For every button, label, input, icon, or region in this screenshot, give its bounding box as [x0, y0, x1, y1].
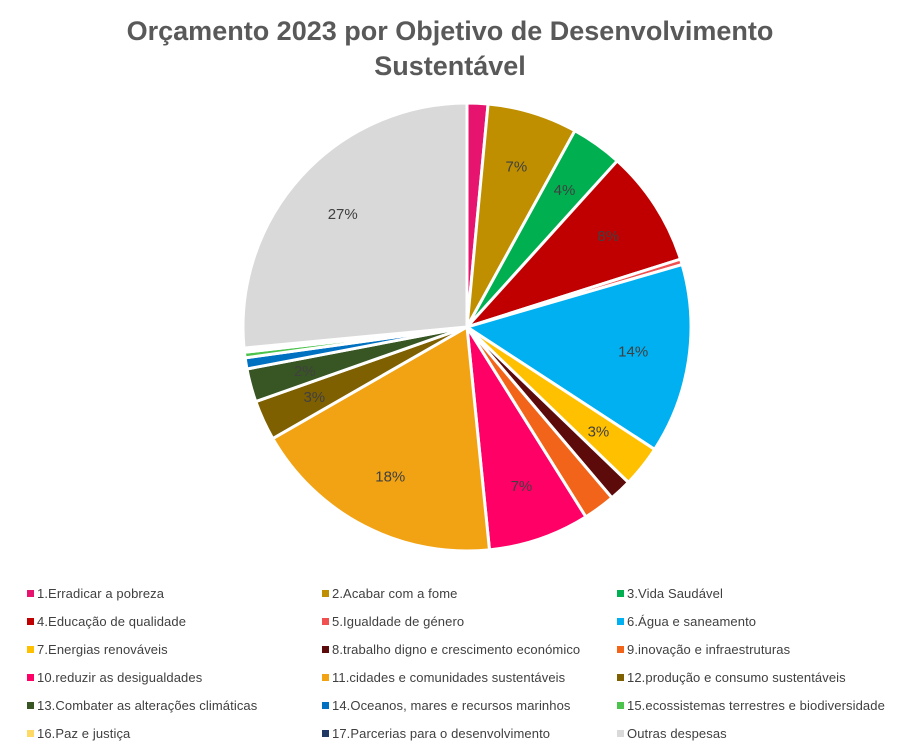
legend-label: 7.Energias renováveis — [37, 641, 168, 657]
legend-swatch — [617, 729, 624, 737]
legend-item-1: 1.Erradicar a pobreza — [27, 582, 322, 604]
data-label-10: 7% — [511, 478, 533, 495]
legend: 1.Erradicar a pobreza 2.Acabar com a fome… — [27, 582, 900, 744]
legend-swatch — [27, 645, 34, 653]
data-label-6: 14% — [618, 344, 648, 361]
legend-label: Outras despesas — [627, 725, 727, 741]
legend-label: 16.Paz e justiça — [37, 725, 131, 741]
legend-label: 4.Educação de qualidade — [37, 613, 187, 629]
chart-title: Orçamento 2023 por Objetivo de Desenvolv… — [126, 16, 774, 81]
legend-item-3: 3.Vida Saudável — [617, 582, 900, 604]
legend-swatch — [322, 617, 329, 625]
data-label-3: 4% — [554, 182, 576, 199]
legend-label: 6.Água e saneamento — [627, 613, 757, 629]
legend-swatch — [27, 729, 34, 737]
data-label-18: 27% — [328, 206, 358, 223]
pie-slice-4 — [465, 159, 682, 329]
legend-swatch — [322, 673, 329, 681]
legend-label: 17.Parcerias para o desenvolvimento — [332, 725, 551, 741]
legend-label: 10.reduzir as desigualdades — [37, 669, 203, 685]
legend-label: 11.cidades e comunidades sustentáveis — [332, 669, 566, 685]
pie-chart: 7% 4% 8% 14% 3% 7% 18% 3% 2% 27% — [241, 101, 693, 553]
pie-slice-10 — [465, 325, 588, 552]
legend-swatch — [27, 617, 34, 625]
legend-swatch — [617, 645, 624, 653]
legend-item-2: 2.Acabar com a fome — [322, 582, 617, 604]
pie-slices — [241, 101, 693, 553]
legend-swatch — [617, 673, 624, 681]
legend-item-14: 14.Oceanos, mares e recursos marinhos — [322, 694, 617, 716]
legend-label: 13.Combater as alterações climáticas — [37, 697, 258, 713]
legend-label: 15.ecossistemas terrestres e biodiversid… — [627, 697, 885, 713]
data-label-7: 3% — [588, 424, 610, 441]
data-label-4: 8% — [597, 228, 619, 245]
legend-item-7: 7.Energias renováveis — [27, 638, 322, 660]
legend-swatch — [322, 645, 329, 653]
legend-label: 9.inovação e infraestruturas — [627, 641, 791, 657]
legend-item-5: 5.Igualdade de género — [322, 610, 617, 632]
legend-swatch — [27, 673, 34, 681]
legend-item-11: 11.cidades e comunidades sustentáveis — [322, 666, 617, 688]
data-label-11: 18% — [375, 468, 405, 485]
pie-data-labels: 7% 4% 8% 14% 3% 7% 18% 3% 2% 27% — [294, 158, 648, 495]
legend-swatch — [27, 589, 34, 597]
legend-item-12: 12.produção e consumo sustentáveis — [617, 666, 900, 688]
legend-item-18: Outras despesas — [617, 722, 900, 744]
legend-swatch — [322, 729, 329, 737]
legend-item-16: 16.Paz e justiça — [27, 722, 322, 744]
legend-swatch — [617, 589, 624, 597]
legend-swatch — [322, 589, 329, 597]
legend-label: 14.Oceanos, mares e recursos marinhos — [332, 697, 571, 713]
legend-swatch — [27, 701, 34, 709]
legend-swatch — [617, 617, 624, 625]
data-label-2: 7% — [506, 158, 528, 175]
legend-label: 8.trabalho digno e crescimento económico — [332, 641, 581, 657]
legend-label: 2.Acabar com a fome — [332, 585, 458, 601]
legend-label: 3.Vida Saudável — [627, 585, 723, 601]
legend-item-4: 4.Educação de qualidade — [27, 610, 322, 632]
legend-item-9: 9.inovação e infraestruturas — [617, 638, 900, 660]
legend-label: 1.Erradicar a pobreza — [37, 585, 165, 601]
legend-swatch — [617, 701, 624, 709]
legend-label: 5.Igualdade de género — [332, 613, 465, 629]
legend-item-8: 8.trabalho digno e crescimento económico — [322, 638, 617, 660]
legend-item-10: 10.reduzir as desigualdades — [27, 666, 322, 688]
data-label-13: 2% — [294, 363, 316, 380]
legend-item-6: 6.Água e saneamento — [617, 610, 900, 632]
pie-slice-6 — [465, 263, 693, 451]
legend-item-17: 17.Parcerias para o desenvolvimento — [322, 722, 617, 744]
legend-swatch — [322, 701, 329, 709]
pie-slice-11 — [271, 325, 491, 553]
data-label-12: 3% — [303, 389, 325, 406]
legend-item-15: 15.ecossistemas terrestres e biodiversid… — [617, 694, 900, 716]
legend-label: 12.produção e consumo sustentáveis — [627, 669, 846, 685]
pie-slice-18 — [241, 101, 469, 350]
legend-item-13: 13.Combater as alterações climáticas — [27, 694, 322, 716]
